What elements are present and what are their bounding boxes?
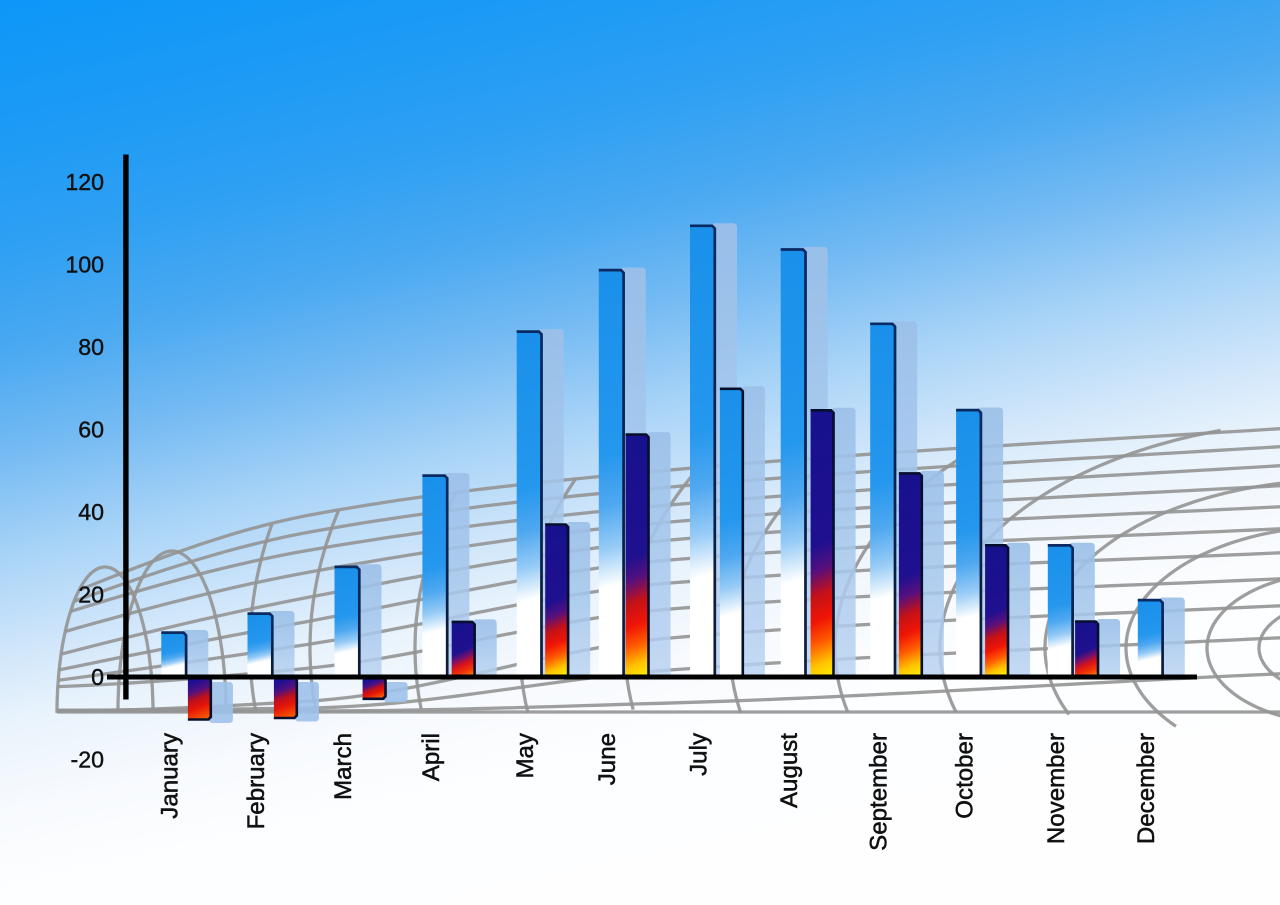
svg-text:October: October xyxy=(951,733,978,819)
svg-text:60: 60 xyxy=(78,417,104,443)
svg-text:0: 0 xyxy=(91,664,104,690)
svg-text:-20: -20 xyxy=(70,747,104,773)
svg-text:80: 80 xyxy=(78,334,104,360)
svg-text:July: July xyxy=(685,733,712,776)
svg-text:June: June xyxy=(594,733,621,785)
svg-text:April: April xyxy=(418,733,445,781)
svg-text:120: 120 xyxy=(65,169,104,195)
svg-text:September: September xyxy=(866,733,893,851)
svg-text:100: 100 xyxy=(65,252,104,278)
svg-text:August: August xyxy=(776,733,803,808)
svg-text:November: November xyxy=(1043,733,1070,844)
svg-text:20: 20 xyxy=(78,582,104,608)
svg-text:40: 40 xyxy=(78,499,104,525)
svg-text:February: February xyxy=(243,733,270,829)
svg-text:December: December xyxy=(1133,733,1160,844)
svg-text:May: May xyxy=(512,733,539,779)
svg-text:January: January xyxy=(157,733,184,819)
svg-text:March: March xyxy=(330,733,357,800)
